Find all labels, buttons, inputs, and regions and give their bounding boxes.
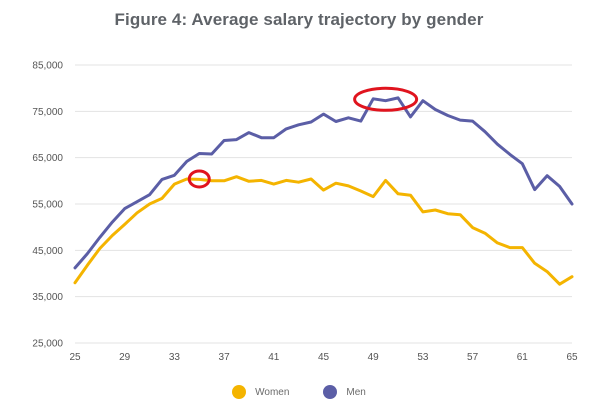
chart-title: Figure 4: Average salary trajectory by g… bbox=[114, 10, 484, 29]
y-axis-ticks: 25,000 35,000 45,000 55,000 65,000 75,000 85,0… bbox=[32, 61, 63, 350]
x-tick-label: 33 bbox=[169, 352, 181, 363]
y-tick-label: 35,000 bbox=[32, 292, 63, 303]
series-lines bbox=[73, 96, 574, 286]
x-tick-label: 57 bbox=[467, 352, 479, 363]
x-tick-label: 49 bbox=[368, 352, 380, 363]
x-axis-ticks: 25 29 33 37 41 45 49 53 57 61 65 bbox=[69, 352, 578, 363]
x-tick-label: 65 bbox=[566, 352, 578, 363]
legend: Women Men bbox=[0, 385, 598, 399]
legend-item-men[interactable]: Men bbox=[323, 385, 366, 399]
gridlines bbox=[75, 64, 572, 344]
series-line-women bbox=[73, 175, 574, 286]
y-tick-label: 25,000 bbox=[32, 339, 63, 350]
highlight-ellipse bbox=[187, 169, 211, 189]
annotations bbox=[187, 86, 419, 189]
legend-swatch-men bbox=[323, 385, 338, 399]
y-tick-label: 45,000 bbox=[32, 246, 63, 257]
x-tick-label: 53 bbox=[417, 352, 429, 363]
x-tick-label: 41 bbox=[268, 352, 280, 363]
legend-item-women[interactable]: Women bbox=[232, 385, 289, 399]
x-tick-label: 61 bbox=[517, 352, 529, 363]
y-tick-label: 85,000 bbox=[32, 61, 63, 72]
x-tick-label: 29 bbox=[119, 352, 131, 363]
legend-swatch-women bbox=[232, 385, 247, 399]
y-tick-label: 65,000 bbox=[32, 153, 63, 164]
highlight-ellipse bbox=[353, 86, 419, 112]
x-tick-label: 37 bbox=[219, 352, 231, 363]
legend-label-men: Men bbox=[346, 386, 366, 398]
x-tick-label: 45 bbox=[318, 352, 330, 363]
series-line-men bbox=[73, 96, 574, 270]
legend-label-women: Women bbox=[255, 386, 290, 398]
y-tick-label: 55,000 bbox=[32, 200, 63, 211]
y-tick-label: 75,000 bbox=[32, 107, 63, 118]
x-tick-label: 25 bbox=[69, 352, 81, 363]
